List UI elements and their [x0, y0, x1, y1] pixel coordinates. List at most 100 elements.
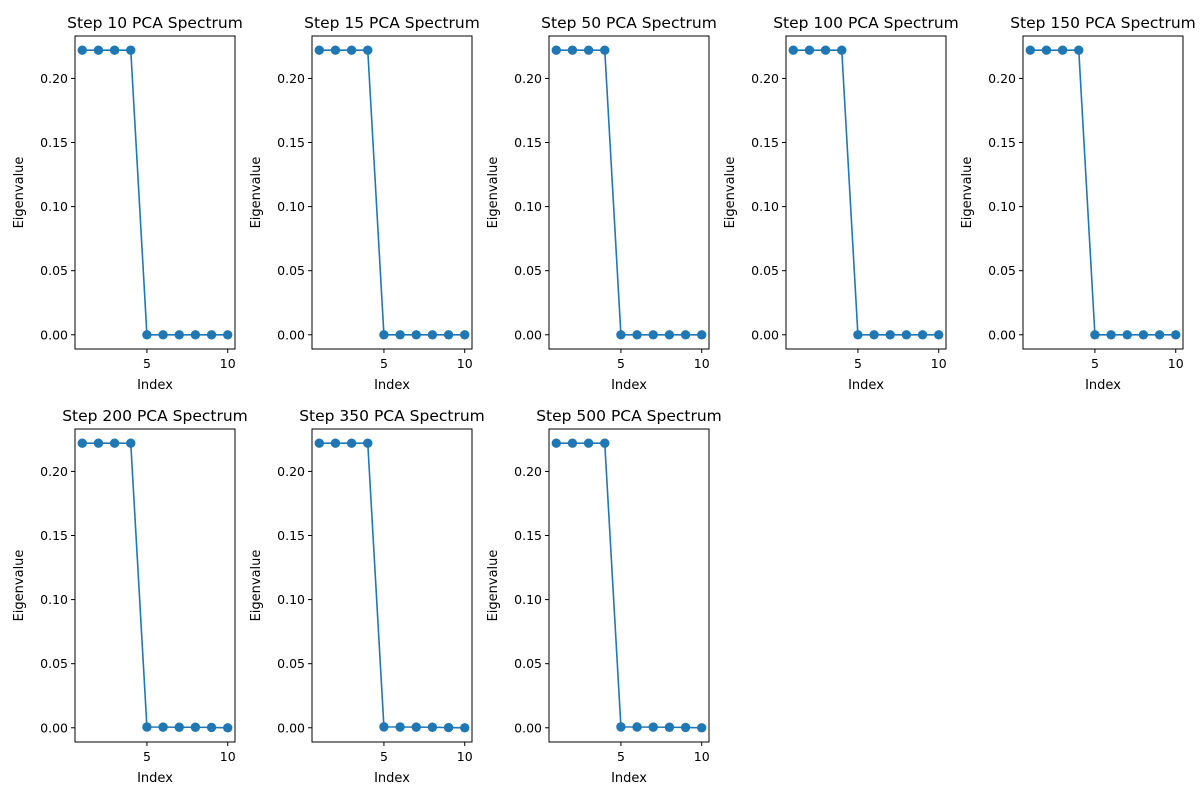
y-tick-label: 0.20: [514, 71, 542, 86]
data-point: [206, 722, 217, 733]
data-point: [1171, 330, 1181, 340]
panel-5: Step 150 PCA Spectrum 0.00 0.05 0.10 0.15 0.2…: [960, 14, 1196, 393]
series-line: [556, 49, 702, 336]
data-point: [427, 722, 438, 732]
data-point: [837, 45, 847, 55]
data-point: [190, 330, 201, 340]
series-line: [319, 49, 465, 336]
y-axis-label: Eigenvalue: [723, 157, 738, 229]
data-point: [109, 438, 120, 448]
chart-title: Step 100 PCA Spectrum: [773, 14, 959, 32]
y-tick-label: 0.00: [277, 327, 305, 342]
data-point: [934, 330, 944, 340]
data-point: [567, 438, 578, 448]
data-point: [223, 723, 233, 733]
data-point: [680, 330, 691, 340]
chart-title: Step 150 PCA Spectrum: [1010, 14, 1196, 32]
data-point: [346, 45, 357, 55]
x-tick-label: 10: [1168, 356, 1184, 371]
x-tick-label: 5: [143, 749, 151, 764]
data-point: [616, 330, 626, 340]
data-point: [551, 45, 561, 55]
y-tick-label: 0.00: [514, 720, 542, 735]
y-tick-label: 0.00: [40, 720, 68, 735]
panel-6: Step 200 PCA Spectrum 0.00 0.05 0.10 0.15 0.2…: [12, 407, 248, 786]
y-tick-label: 0.05: [751, 263, 779, 278]
data-point: [1041, 45, 1052, 55]
series-line: [82, 49, 228, 336]
data-point: [363, 45, 373, 55]
data-point: [853, 330, 863, 340]
y-tick-label: 0.00: [988, 327, 1016, 342]
data-point: [126, 45, 136, 55]
data-point: [820, 45, 831, 55]
y-tick-label: 0.00: [751, 327, 779, 342]
y-axis-label: Eigenvalue: [486, 157, 501, 229]
chart-title: Step 200 PCA Spectrum: [62, 407, 248, 425]
data-point: [158, 330, 168, 340]
data-point: [346, 438, 357, 448]
x-tick-label: 10: [931, 356, 947, 371]
y-tick-label: 0.05: [514, 656, 542, 671]
y-tick-label: 0.15: [40, 528, 68, 543]
y-tick-label: 0.00: [514, 327, 542, 342]
axes-frame: [548, 428, 710, 743]
data-point: [648, 722, 658, 732]
data-point: [427, 330, 438, 340]
panel-4: Step 100 PCA Spectrum 0.00 0.05 0.10 0.15 0.2…: [723, 14, 959, 393]
y-axis-label: Eigenvalue: [249, 157, 264, 229]
y-tick-label: 0.15: [277, 135, 305, 150]
y-tick-label: 0.15: [514, 135, 542, 150]
data-point: [1057, 45, 1068, 55]
data-point: [804, 45, 815, 55]
axes-frame: [1022, 35, 1184, 350]
y-tick-label: 0.05: [277, 656, 305, 671]
data-point: [314, 438, 324, 448]
data-point: [664, 330, 675, 340]
y-tick-label: 0.20: [988, 71, 1016, 86]
x-axis-label: Index: [374, 771, 410, 786]
y-tick-label: 0.15: [514, 528, 542, 543]
data-point: [77, 45, 87, 55]
y-tick-label: 0.20: [40, 71, 68, 86]
data-point: [680, 722, 691, 733]
data-point: [314, 45, 324, 55]
axes-frame: [311, 35, 473, 350]
x-axis-label: Index: [374, 378, 410, 393]
data-point: [190, 722, 201, 732]
data-point: [1106, 330, 1116, 340]
y-axis-label: Eigenvalue: [960, 157, 975, 229]
chart-title: Step 15 PCA Spectrum: [304, 14, 480, 32]
y-tick-label: 0.05: [277, 263, 305, 278]
x-axis-label: Index: [848, 378, 884, 393]
data-point: [460, 330, 470, 340]
data-point: [632, 722, 642, 732]
chart-title: Step 350 PCA Spectrum: [299, 407, 485, 425]
y-tick-label: 0.05: [514, 263, 542, 278]
y-tick-label: 0.10: [40, 199, 68, 214]
data-point: [632, 330, 642, 340]
data-point: [583, 45, 594, 55]
data-point: [142, 722, 152, 732]
x-axis-label: Index: [611, 378, 647, 393]
data-point: [648, 330, 658, 340]
data-point: [379, 722, 389, 732]
y-tick-label: 0.10: [514, 199, 542, 214]
axes-frame: [74, 35, 236, 350]
x-tick-label: 5: [854, 356, 862, 371]
y-tick-label: 0.15: [40, 135, 68, 150]
axes-frame: [548, 35, 710, 350]
y-tick-label: 0.05: [40, 263, 68, 278]
x-tick-label: 5: [1091, 356, 1099, 371]
data-point: [109, 45, 120, 55]
data-point: [616, 722, 626, 732]
data-point: [330, 438, 341, 448]
y-tick-label: 0.00: [277, 720, 305, 735]
data-point: [174, 330, 184, 340]
series-line: [319, 442, 465, 729]
y-tick-label: 0.20: [514, 464, 542, 479]
data-point: [600, 45, 610, 55]
data-point: [664, 722, 675, 732]
data-point: [869, 330, 879, 340]
